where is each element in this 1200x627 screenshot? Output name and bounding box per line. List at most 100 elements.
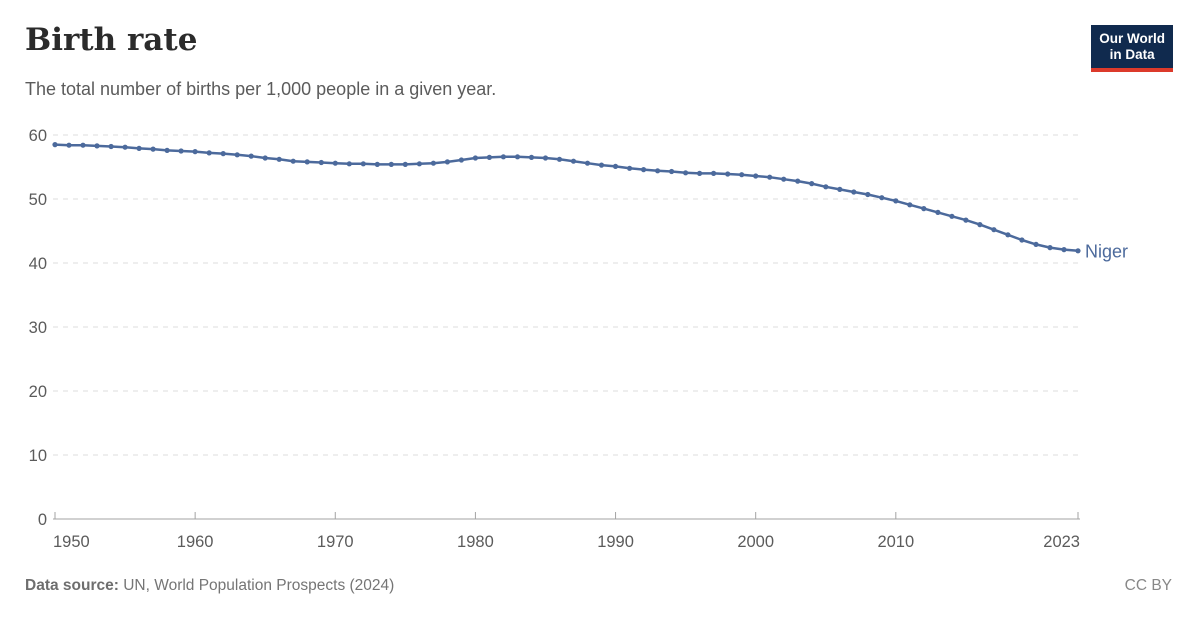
- data-point[interactable]: [1005, 232, 1011, 238]
- data-point[interactable]: [893, 198, 899, 204]
- data-point[interactable]: [697, 170, 703, 176]
- y-axis-tick-label: 0: [38, 511, 47, 529]
- license-badge[interactable]: CC BY: [1124, 577, 1172, 594]
- series-line-niger[interactable]: [53, 143, 1080, 253]
- x-axis-tick-label: 1970: [317, 533, 354, 551]
- data-point[interactable]: [781, 176, 787, 182]
- data-point[interactable]: [851, 189, 857, 195]
- owid-logo-line2: in Data: [1109, 47, 1155, 62]
- data-point[interactable]: [795, 178, 801, 184]
- data-point[interactable]: [94, 143, 100, 149]
- data-point[interactable]: [164, 147, 170, 153]
- data-point[interactable]: [907, 202, 913, 208]
- data-point[interactable]: [655, 168, 661, 174]
- data-point[interactable]: [472, 155, 478, 161]
- data-point[interactable]: [486, 154, 492, 160]
- data-point[interactable]: [1047, 245, 1053, 251]
- data-point[interactable]: [248, 153, 254, 159]
- data-point[interactable]: [542, 155, 549, 161]
- data-point[interactable]: [500, 154, 506, 160]
- data-point[interactable]: [276, 156, 282, 162]
- y-axis-tick-label: 30: [29, 319, 47, 337]
- data-point[interactable]: [584, 160, 591, 166]
- data-point[interactable]: [220, 151, 226, 157]
- data-source: Data source: UN, World Population Prospe…: [25, 577, 394, 595]
- data-point[interactable]: [725, 171, 731, 177]
- data-point[interactable]: [234, 152, 240, 158]
- data-point[interactable]: [570, 158, 577, 164]
- data-point[interactable]: [206, 150, 212, 156]
- x-axis-tick-label: 1980: [457, 533, 494, 551]
- data-point[interactable]: [627, 165, 633, 171]
- y-axis-tick-label: 60: [29, 127, 47, 145]
- data-point[interactable]: [444, 159, 450, 165]
- data-point[interactable]: [879, 195, 885, 201]
- data-point[interactable]: [963, 217, 969, 223]
- data-point[interactable]: [178, 148, 184, 154]
- data-point[interactable]: [374, 161, 380, 167]
- data-point[interactable]: [52, 142, 58, 148]
- data-point[interactable]: [977, 222, 983, 228]
- x-axis-tick-label: 1960: [177, 533, 214, 551]
- data-point[interactable]: [1033, 241, 1039, 247]
- data-point[interactable]: [514, 154, 521, 160]
- owid-logo[interactable]: Our World in Data: [1091, 25, 1173, 72]
- data-point[interactable]: [1061, 247, 1067, 253]
- data-point[interactable]: [683, 170, 689, 176]
- data-point[interactable]: [669, 168, 675, 175]
- data-point[interactable]: [753, 173, 759, 179]
- data-point[interactable]: [935, 209, 941, 215]
- data-point[interactable]: [318, 159, 324, 166]
- data-point[interactable]: [991, 227, 997, 233]
- data-point[interactable]: [458, 157, 464, 163]
- series-end-label[interactable]: Niger: [1085, 241, 1128, 261]
- data-point[interactable]: [360, 161, 366, 167]
- data-point[interactable]: [346, 161, 352, 167]
- data-point[interactable]: [430, 160, 436, 166]
- data-point[interactable]: [556, 156, 563, 162]
- data-point[interactable]: [809, 181, 815, 187]
- x-axis-tick-label: 2000: [737, 533, 774, 551]
- data-point[interactable]: [612, 163, 619, 169]
- data-point[interactable]: [711, 170, 717, 176]
- chart-footer: Data source: UN, World Population Prospe…: [25, 577, 1172, 595]
- data-point[interactable]: [1075, 248, 1081, 254]
- y-axis-tick-label: 10: [29, 447, 47, 465]
- data-point[interactable]: [1019, 237, 1025, 243]
- data-point[interactable]: [192, 149, 198, 155]
- owid-logo-line1: Our World: [1099, 31, 1165, 46]
- data-point[interactable]: [388, 161, 394, 167]
- x-axis-tick-label: 1950: [53, 533, 90, 551]
- data-point[interactable]: [865, 191, 871, 198]
- data-point[interactable]: [304, 159, 310, 165]
- data-point[interactable]: [136, 145, 142, 151]
- x-axis-tick-label: 1990: [597, 533, 634, 551]
- data-source-text: UN, World Population Prospects (2024): [123, 577, 395, 594]
- data-point[interactable]: [402, 161, 408, 167]
- data-point[interactable]: [949, 213, 955, 219]
- data-point[interactable]: [823, 184, 829, 190]
- data-point[interactable]: [528, 154, 535, 160]
- data-point[interactable]: [739, 172, 745, 178]
- data-point[interactable]: [921, 206, 927, 212]
- data-point[interactable]: [837, 186, 843, 192]
- data-point[interactable]: [598, 162, 605, 168]
- chart-subtitle: The total number of births per 1,000 peo…: [25, 79, 497, 99]
- data-point[interactable]: [416, 161, 422, 167]
- page-title: Birth rate: [25, 22, 198, 58]
- data-point[interactable]: [150, 146, 156, 152]
- data-point[interactable]: [641, 167, 647, 173]
- data-point[interactable]: [66, 142, 72, 148]
- data-point[interactable]: [290, 158, 296, 164]
- data-point[interactable]: [80, 142, 86, 148]
- data-point[interactable]: [262, 155, 268, 161]
- data-point[interactable]: [332, 160, 338, 166]
- data-source-label: Data source:: [25, 577, 119, 594]
- data-point[interactable]: [108, 143, 114, 150]
- data-point[interactable]: [122, 144, 128, 150]
- data-point[interactable]: [767, 174, 773, 180]
- x-axis-tick-label: 2023: [1043, 533, 1080, 551]
- y-axis-tick-label: 50: [29, 191, 47, 209]
